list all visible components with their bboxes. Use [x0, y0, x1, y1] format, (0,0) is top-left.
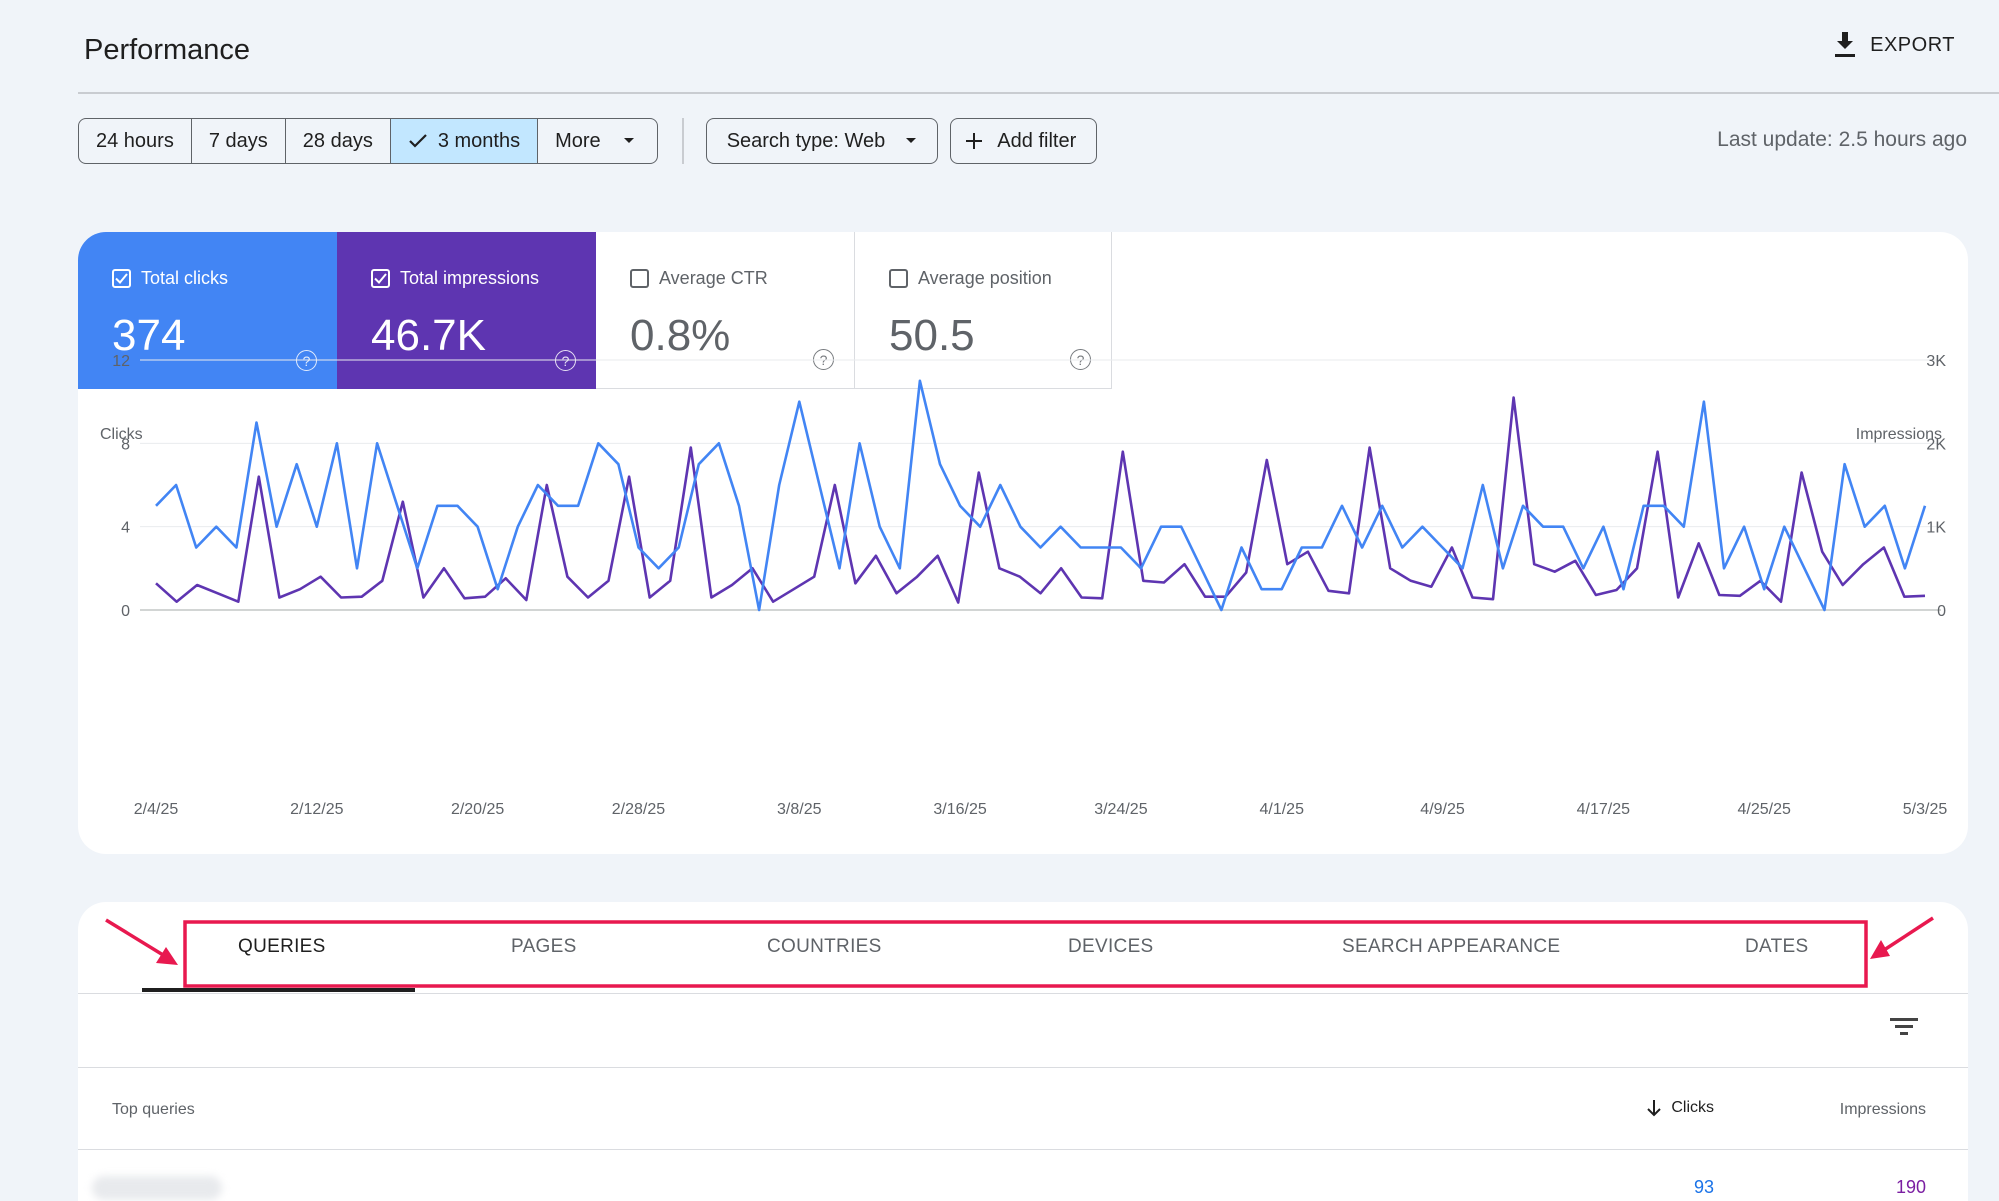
column-header-clicks[interactable]: Clicks: [1647, 1099, 1714, 1117]
more-label: More: [555, 129, 601, 152]
page-header: Performance EXPORT: [78, 28, 1999, 94]
sort-descending-icon: [1647, 1100, 1662, 1117]
checkbox-unchecked-icon[interactable]: [889, 269, 908, 288]
series-line-impressions[interactable]: [155, 396, 1926, 604]
y-tick-right: 0: [1937, 603, 1946, 620]
x-tick-label: 3/8/25: [777, 801, 822, 818]
metric-average-position[interactable]: Average position 50.5 ?: [855, 232, 1112, 389]
tab-countries[interactable]: COUNTRIES: [767, 936, 882, 957]
y-tick-right: 1K: [1926, 520, 1946, 537]
performance-card: Total clicks 374 ? Total impressions 46.…: [78, 232, 1968, 854]
x-tick-label: 5/3/25: [1903, 801, 1948, 818]
table-header-row: Top queries Clicks Impressions: [78, 1068, 1968, 1150]
checkbox-checked-icon[interactable]: [112, 269, 131, 288]
range-more-dropdown[interactable]: More: [538, 119, 657, 163]
performance-chart[interactable]: Clicks Impressions 0 0 4 1K 8 2K 12 3K 2/4/25 2/1…: [78, 232, 1968, 854]
metric-label: Total impressions: [400, 268, 540, 288]
x-tick-label: 2/28/25: [612, 801, 665, 818]
filter-rows-icon[interactable]: [1890, 1016, 1918, 1038]
metric-value: 0.8%: [630, 311, 731, 360]
y-tick-right: 2K: [1926, 436, 1946, 453]
column-header-query[interactable]: Top queries: [112, 1101, 195, 1118]
x-tick-label: 2/4/25: [134, 801, 179, 818]
clicks-header-label: Clicks: [1671, 1099, 1714, 1116]
plus-icon: [966, 133, 983, 149]
report-table-card: QUERIES PAGES COUNTRIES DEVICES SEARCH A…: [78, 902, 1968, 1201]
metric-average-ctr[interactable]: Average CTR 0.8% ?: [596, 232, 855, 389]
page-title: Performance: [84, 34, 251, 66]
y-axis-label-right: Impressions: [1856, 426, 1942, 443]
range-label: 7 days: [208, 129, 268, 152]
tab-pages[interactable]: PAGES: [511, 936, 577, 957]
metric-value: 374: [112, 311, 186, 360]
report-tabs: QUERIES PAGES COUNTRIES DEVICES SEARCH A…: [78, 902, 1968, 994]
table-row[interactable]: 93 190: [78, 1150, 1968, 1201]
y-tick-left: 8: [121, 436, 130, 453]
range-24-hours[interactable]: 24 hours: [79, 119, 192, 163]
range-28-days[interactable]: 28 days: [286, 119, 391, 163]
active-tab-indicator: [142, 988, 415, 992]
search-type-dropdown[interactable]: Search type: Web: [705, 118, 939, 164]
add-filter-button[interactable]: Add filter: [950, 118, 1098, 164]
date-range-selector: 24 hours 7 days 28 days 3 months More: [78, 118, 658, 164]
table-toolbar: [78, 994, 1968, 1068]
range-label: 24 hours: [96, 129, 174, 152]
x-tick-label: 2/12/25: [290, 801, 343, 818]
range-label: 28 days: [302, 129, 373, 152]
tab-devices[interactable]: DEVICES: [1068, 936, 1154, 957]
row-impressions: 190: [1895, 1177, 1926, 1197]
x-tick-label: 4/9/25: [1420, 801, 1465, 818]
tab-dates[interactable]: DATES: [1745, 936, 1809, 957]
x-tick-label: 3/16/25: [933, 801, 986, 818]
caret-down-icon: [906, 138, 917, 143]
checkbox-unchecked-icon[interactable]: [630, 269, 649, 288]
y-axis-label-left: Clicks: [100, 426, 143, 443]
caret-down-icon: [623, 138, 634, 143]
range-7-days[interactable]: 7 days: [192, 119, 286, 163]
download-icon: [1835, 32, 1856, 57]
tab-search-appearance[interactable]: SEARCH APPEARANCE: [1342, 936, 1561, 957]
checkbox-checked-icon[interactable]: [371, 269, 390, 288]
tab-queries[interactable]: QUERIES: [238, 936, 326, 957]
row-clicks: 93: [1693, 1177, 1714, 1197]
x-tick-label: 4/17/25: [1577, 801, 1630, 818]
redacted-query: [92, 1176, 222, 1200]
add-filter-label: Add filter: [997, 129, 1077, 152]
metric-label: Total clicks: [141, 268, 229, 288]
metric-total-clicks[interactable]: Total clicks 374 ?: [78, 232, 337, 389]
last-update-text: Last update: 2.5 hours ago: [1717, 128, 1967, 151]
search-type-label: Search type: Web: [726, 129, 886, 152]
column-header-impressions[interactable]: Impressions: [1839, 1101, 1926, 1118]
y-tick-left: 12: [112, 353, 130, 370]
filter-bar: 24 hours 7 days 28 days 3 months More Se…: [78, 118, 1098, 164]
export-label: EXPORT: [1870, 33, 1955, 56]
x-tick-label: 2/20/25: [451, 801, 504, 818]
metric-label: Average position: [918, 268, 1052, 288]
filter-divider: [681, 118, 684, 164]
metric-value: 46.7K: [371, 311, 486, 360]
x-tick-label: 4/1/25: [1259, 801, 1304, 818]
export-button[interactable]: EXPORT: [1834, 32, 1955, 58]
series-line-clicks[interactable]: [155, 379, 1927, 612]
y-tick-left: 0: [121, 603, 130, 620]
x-tick-label: 4/25/25: [1737, 801, 1790, 818]
y-tick-left: 4: [121, 520, 130, 537]
metric-value: 50.5: [889, 311, 975, 360]
range-3-months[interactable]: 3 months: [390, 119, 539, 163]
y-tick-right: 3K: [1926, 353, 1946, 370]
x-tick-label: 3/24/25: [1094, 801, 1147, 818]
check-icon: [409, 134, 427, 148]
range-label: 3 months: [437, 129, 521, 152]
metric-label: Average CTR: [659, 268, 768, 288]
